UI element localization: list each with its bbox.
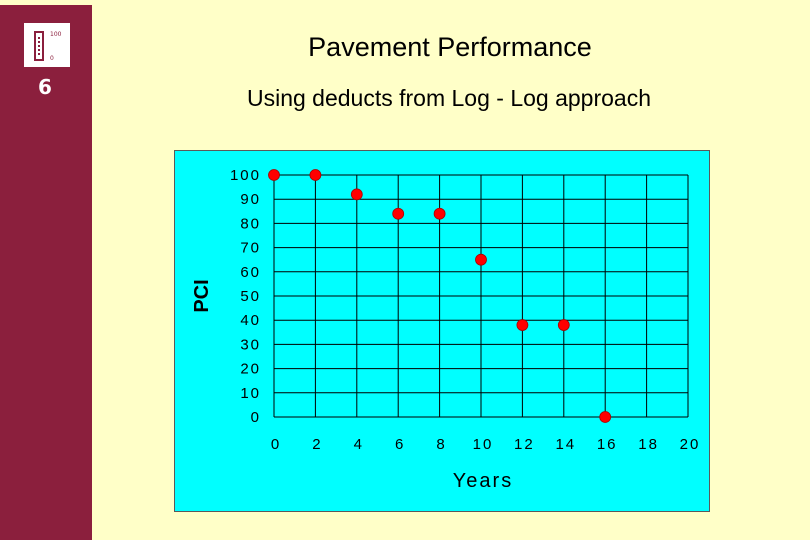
gauge-icon bbox=[34, 31, 44, 61]
x-tick-label: 6 bbox=[395, 436, 405, 453]
slide-number: 6 bbox=[38, 75, 52, 99]
y-tick-label: 50 bbox=[240, 288, 261, 305]
y-tick-label: 70 bbox=[240, 240, 261, 257]
data-point bbox=[392, 207, 405, 220]
x-tick-label: 8 bbox=[436, 436, 446, 453]
logo: 100 0 bbox=[24, 23, 70, 67]
scatter-chart: 0 10 20 30 40 50 60 70 80 90 100 0 2 4 6 8 10 12 14 16 18 20 Y… bbox=[191, 167, 701, 492]
y-tick-label: 0 bbox=[251, 409, 261, 426]
y-tick-label: 10 bbox=[240, 385, 261, 402]
data-point bbox=[268, 169, 280, 181]
y-axis-title: PCI bbox=[191, 279, 213, 312]
slide-subtitle: Using deducts from Log - Log approach bbox=[246, 85, 652, 111]
sidebar-band: 100 0 6 bbox=[0, 5, 92, 540]
x-tick-label: 0 bbox=[271, 436, 281, 453]
chart-panel: 0 10 20 30 40 50 60 70 80 90 100 0 2 4 6 8 10 12 14 16 18 20 Y… bbox=[174, 150, 710, 512]
y-tick-label: 80 bbox=[240, 215, 261, 232]
data-point bbox=[516, 319, 529, 331]
data-point bbox=[599, 411, 612, 423]
x-axis-title: Years bbox=[453, 470, 513, 492]
data-point bbox=[433, 207, 446, 220]
y-tick-label: 60 bbox=[240, 264, 261, 281]
x-tick-label: 2 bbox=[312, 436, 322, 453]
x-tick-label: 10 bbox=[473, 436, 494, 453]
y-tick-label: 30 bbox=[240, 336, 261, 353]
data-point bbox=[309, 169, 322, 181]
x-tick-label: 18 bbox=[638, 436, 659, 453]
data-point bbox=[475, 253, 487, 266]
y-tick-label: 90 bbox=[240, 191, 261, 208]
y-tick-label: 40 bbox=[240, 312, 261, 329]
x-tick-label: 12 bbox=[514, 436, 535, 453]
data-point bbox=[350, 188, 363, 201]
y-tick-label: 100 bbox=[230, 167, 261, 184]
logo-bottom-label: 0 bbox=[50, 55, 54, 62]
x-tick-label: 16 bbox=[597, 436, 618, 453]
logo-top-label: 100 bbox=[50, 31, 62, 38]
slide-title: Pavement Performance bbox=[308, 32, 592, 62]
x-tick-label: 14 bbox=[555, 436, 576, 453]
y-tick-label: 20 bbox=[240, 361, 261, 378]
data-point bbox=[557, 319, 570, 331]
x-tick-label: 4 bbox=[354, 436, 364, 453]
x-tick-label: 20 bbox=[680, 436, 701, 453]
